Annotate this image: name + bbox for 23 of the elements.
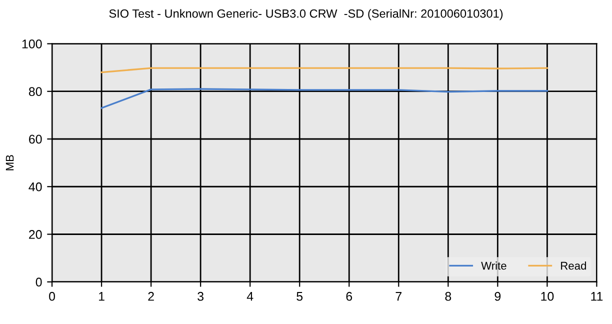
y-axis-title: MB — [6, 155, 14, 170]
chart-title: SIO Test - Unknown Generic- USB3.0 CRW -SD (SerialNr: 201006010301) — [109, 9, 503, 20]
y-tick-label: 0 — [36, 278, 42, 287]
legend-label: Read — [561, 262, 586, 270]
x-tick-label: 1 — [99, 292, 104, 301]
x-tick-label: 8 — [445, 292, 452, 301]
y-tick-label: 60 — [29, 134, 42, 144]
x-tick-label: 4 — [246, 292, 254, 301]
x-tick-label: 2 — [148, 292, 154, 301]
x-tick-label: 6 — [346, 292, 352, 301]
x-tick-label: 11 — [591, 292, 603, 301]
legend-label: Write — [481, 262, 506, 270]
x-tick-label: 7 — [396, 292, 402, 301]
y-tick-label: 40 — [28, 182, 42, 192]
x-tick-label: 9 — [494, 292, 501, 301]
x-tick-label: 0 — [49, 292, 56, 301]
x-tick-label: 5 — [296, 292, 303, 301]
y-tick-label: 100 — [22, 40, 42, 48]
x-tick-label: 10 — [541, 292, 554, 301]
y-tick-label: 80 — [28, 87, 42, 96]
x-tick-label: 3 — [198, 292, 204, 301]
line-series — [100, 88, 548, 109]
y-tick-label: 20 — [29, 230, 42, 239]
